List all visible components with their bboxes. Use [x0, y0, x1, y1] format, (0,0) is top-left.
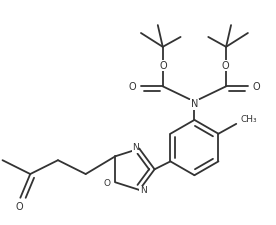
Text: N: N: [191, 99, 198, 109]
Text: O: O: [221, 61, 229, 71]
Text: N: N: [132, 143, 139, 152]
Text: O: O: [253, 82, 261, 92]
Text: O: O: [160, 61, 168, 71]
Text: O: O: [128, 82, 136, 92]
Text: CH₃: CH₃: [241, 115, 258, 124]
Text: N: N: [140, 187, 147, 196]
Text: O: O: [15, 202, 23, 212]
Text: O: O: [104, 179, 111, 188]
